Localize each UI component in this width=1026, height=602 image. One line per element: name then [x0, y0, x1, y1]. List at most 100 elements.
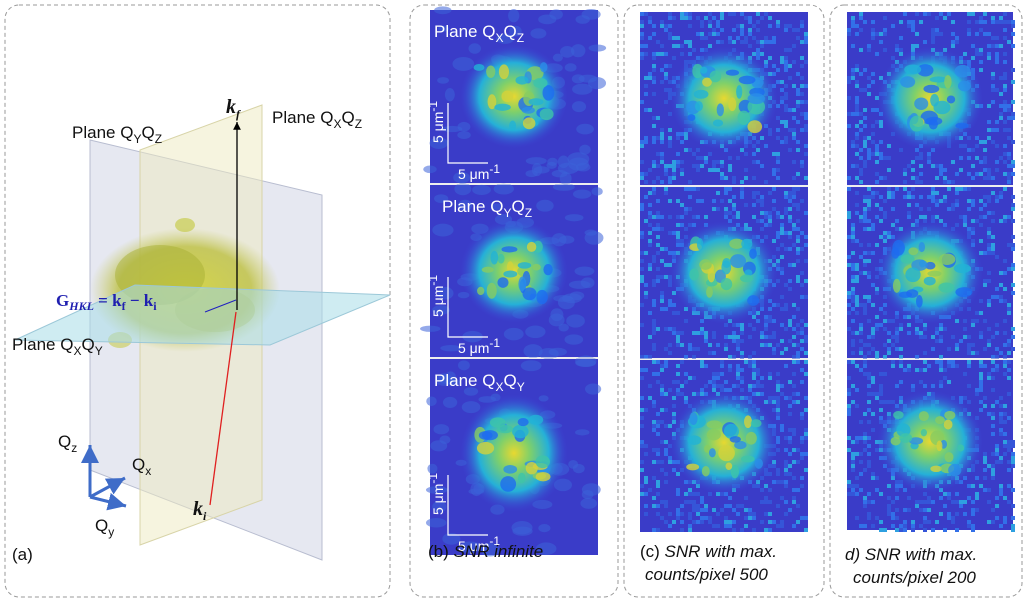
noise-pixel [1011, 283, 1015, 287]
noise-pixel [692, 508, 696, 512]
noise-pixel [700, 156, 704, 160]
noise-pixel [792, 384, 796, 388]
noise-pixel [796, 448, 800, 452]
noise-pixel [947, 12, 951, 16]
noise-pixel [736, 504, 740, 508]
noise-pixel [995, 331, 999, 335]
noise-pixel [652, 215, 656, 219]
noise-pixel [712, 335, 716, 339]
noise-pixel [943, 180, 947, 184]
noise-pixel [792, 303, 796, 307]
noise-pixel [692, 347, 696, 351]
noise-pixel [656, 460, 660, 464]
noise-pixel [991, 355, 995, 359]
noise-pixel [983, 148, 987, 152]
noise-pixel [847, 80, 851, 84]
noise-pixel [640, 56, 644, 60]
noise-pixel [919, 207, 923, 211]
noise-pixel [800, 416, 804, 420]
noise-pixel [931, 528, 935, 532]
noise-pixel [991, 235, 995, 239]
noise-pixel [879, 219, 883, 223]
noise-pixel [1011, 207, 1015, 211]
noise-pixel [652, 255, 656, 259]
noise-pixel [867, 444, 871, 448]
noise-pixel [871, 108, 875, 112]
noise-pixel [999, 191, 1003, 195]
noise-pixel [899, 327, 903, 331]
noise-pixel [1011, 524, 1015, 528]
noise-pixel [756, 52, 760, 56]
noise-pixel [668, 144, 672, 148]
blob-detail [518, 473, 526, 484]
noise-pixel [1011, 100, 1015, 104]
noise-pixel [979, 28, 983, 32]
noise-pixel [740, 187, 744, 191]
noise-pixel [955, 528, 959, 532]
noise-pixel [967, 28, 971, 32]
noise-pixel [656, 136, 660, 140]
noise-pixel [923, 528, 927, 532]
noise-pixel [939, 12, 943, 16]
noise-pixel [768, 40, 772, 44]
noise-pixel [871, 20, 875, 24]
noise-pixel [979, 335, 983, 339]
noise-pixel [748, 16, 752, 20]
noise-pixel [804, 372, 808, 376]
noise-pixel [672, 396, 676, 400]
noise-pixel [676, 380, 680, 384]
noise-pixel [664, 448, 668, 452]
noise-pixel [652, 191, 656, 195]
noise-pixel [951, 364, 955, 368]
noise-pixel [720, 164, 724, 168]
noise-pixel [688, 40, 692, 44]
noise-pixel [780, 223, 784, 227]
noise-pixel [804, 116, 808, 120]
noise-pixel [1003, 60, 1007, 64]
blob-detail [923, 85, 939, 93]
noise-pixel [955, 347, 959, 351]
noise-pixel [871, 524, 875, 528]
noise-pixel [784, 484, 788, 488]
noise-pixel [764, 211, 768, 215]
noise-pixel [760, 227, 764, 231]
noise-pixel [776, 384, 780, 388]
blob-detail [746, 432, 757, 445]
blob-detail [892, 240, 905, 256]
noise-pixel [796, 355, 800, 359]
noise-pixel [800, 327, 804, 331]
noise-pixel [792, 335, 796, 339]
noise-pixel [847, 408, 851, 412]
noise-pixel [700, 327, 704, 331]
blob-detail [747, 120, 762, 133]
noise-pixel [732, 384, 736, 388]
noise-pixel [688, 488, 692, 492]
noise-pixel [664, 504, 668, 508]
noise-pixel [891, 343, 895, 347]
noise-pixel [911, 44, 915, 48]
noise-pixel [851, 360, 855, 364]
noise-pixel [863, 504, 867, 508]
noise-pixel [895, 484, 899, 488]
noise-pixel [772, 347, 776, 351]
noise-pixel [772, 520, 776, 524]
noise-pixel [672, 36, 676, 40]
noise-pixel [971, 528, 975, 532]
noise-pixel [676, 516, 680, 520]
noise-pixel [752, 24, 756, 28]
noise-pixel [664, 164, 668, 168]
blob-detail [930, 466, 942, 472]
noise-pixel [740, 355, 744, 359]
noise-pixel [991, 36, 995, 40]
noise-pixel [660, 468, 664, 472]
noise-pixel [760, 384, 764, 388]
noise-pixel [867, 295, 871, 299]
noise-pixel [788, 48, 792, 52]
blob-detail [697, 238, 703, 250]
noise-pixel [700, 520, 704, 524]
noise-pixel [903, 180, 907, 184]
noise-pixel [971, 199, 975, 203]
noise-pixel [903, 488, 907, 492]
noise-pixel [1007, 484, 1011, 488]
noise-pixel [660, 392, 664, 396]
